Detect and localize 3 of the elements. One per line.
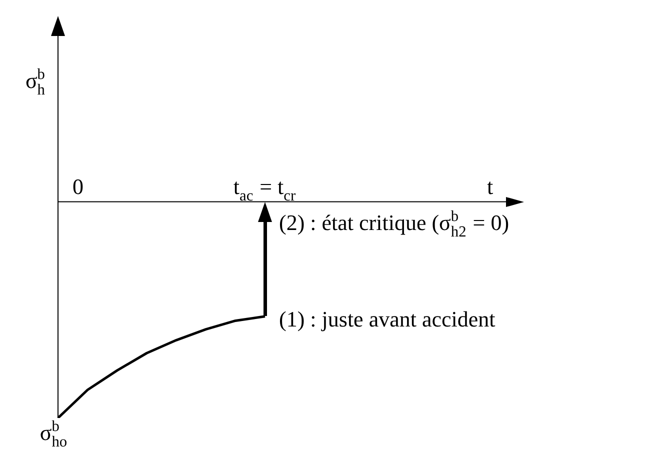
text: t (486, 174, 494, 199)
annotation: (1) : juste avant accident (279, 306, 496, 332)
text: 0 (72, 174, 84, 199)
